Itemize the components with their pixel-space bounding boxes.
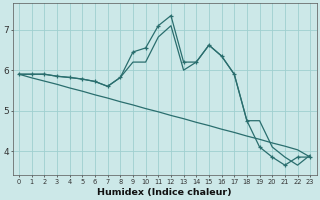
X-axis label: Humidex (Indice chaleur): Humidex (Indice chaleur) [97,188,232,197]
